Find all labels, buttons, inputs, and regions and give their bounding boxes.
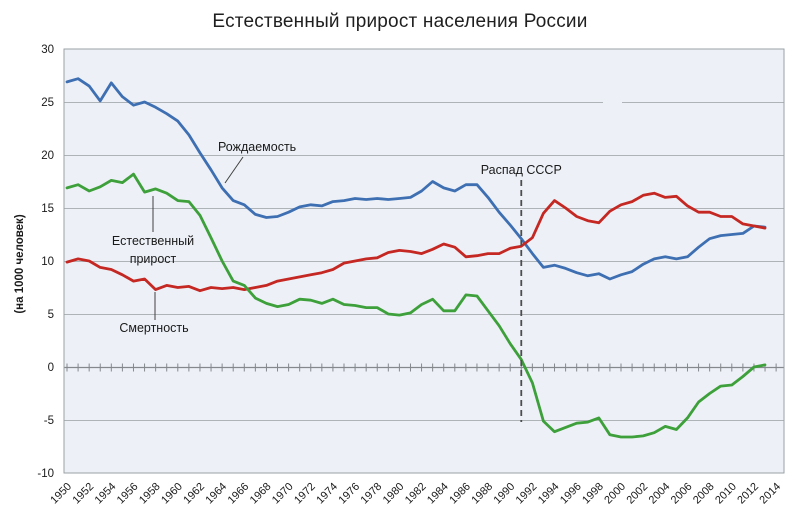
x-tick-label: 1978 xyxy=(359,481,385,507)
x-tick-label: 1990 xyxy=(492,481,518,507)
x-tick-label: 2014 xyxy=(757,481,783,507)
x-tick-label: 1952 xyxy=(70,481,96,507)
x-tick-label: 1976 xyxy=(336,481,362,507)
x-tick-label: 1974 xyxy=(314,481,340,507)
x-tick-label: 1988 xyxy=(469,481,495,507)
x-tick-label: 1980 xyxy=(381,481,407,507)
x-tick-label: 1996 xyxy=(558,481,584,507)
x-tick-label: 1954 xyxy=(93,481,119,507)
x-tick-label: 1964 xyxy=(203,481,229,507)
y-tick-label: 30 xyxy=(41,44,54,56)
x-tick-label: 1970 xyxy=(270,481,296,507)
x-tick-label: 1966 xyxy=(226,481,252,507)
x-tick-label: 1972 xyxy=(292,481,318,507)
y-tick-label: -5 xyxy=(44,415,54,427)
y-tick-label: 0 xyxy=(48,362,54,374)
x-tick-label: 1968 xyxy=(248,481,274,507)
y-tick-label: 15 xyxy=(41,203,54,215)
x-tick-label: 2012 xyxy=(735,481,761,507)
death-rate-line xyxy=(65,191,767,293)
x-tick-label: 2010 xyxy=(713,481,739,507)
x-tick-label: 1992 xyxy=(514,481,540,507)
y-tick-label: 20 xyxy=(41,150,54,162)
x-tick-label: 1962 xyxy=(181,481,207,507)
chart-title: Естественный прирост населения России xyxy=(212,11,588,32)
y-tick-label: 10 xyxy=(41,256,54,268)
y-tick-label: -10 xyxy=(37,468,54,480)
x-tick-label: 1986 xyxy=(447,481,473,507)
x-tick-label: 2000 xyxy=(602,481,628,507)
x-tick-label: 2006 xyxy=(669,481,695,507)
y-tick-label: 5 xyxy=(48,309,54,321)
x-tick-label: 2008 xyxy=(691,481,717,507)
x-tick-label: 1998 xyxy=(580,481,606,507)
x-tick-label: 1956 xyxy=(115,481,141,507)
x-tick-label: 1958 xyxy=(137,481,163,507)
birth-rate-leader-line xyxy=(224,156,244,184)
death-rate-label: Смертность xyxy=(119,321,188,335)
plot-border xyxy=(63,48,785,474)
x-tick-label: 1982 xyxy=(403,481,429,507)
natural-increase-line xyxy=(65,172,767,439)
birth-rate-label: Рождаемость xyxy=(218,140,296,154)
x-tick-label: 1950 xyxy=(48,481,74,507)
ussr-collapse-label: Распад СССР xyxy=(481,163,562,177)
x-tick-label: 2004 xyxy=(647,481,673,507)
x-tick-label: 1994 xyxy=(536,481,562,507)
y-tick-label: 25 xyxy=(41,97,54,109)
natural-increase-label: Естественный прирост xyxy=(112,234,194,266)
x-tick-label: 1984 xyxy=(425,481,451,507)
x-tick-label: 2002 xyxy=(624,481,650,507)
birth-rate-line xyxy=(65,77,767,281)
x-tick-label: 1960 xyxy=(159,481,185,507)
